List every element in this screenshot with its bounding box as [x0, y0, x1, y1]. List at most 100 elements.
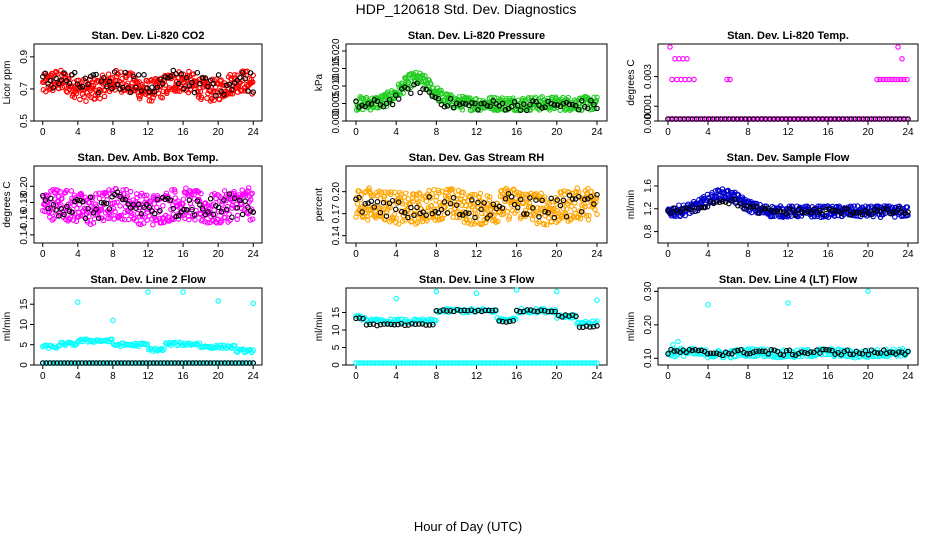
data-point [853, 209, 860, 216]
data-point [64, 360, 71, 366]
data-point [40, 192, 46, 199]
data-point [143, 85, 150, 92]
data-point [771, 209, 778, 215]
data-point [563, 213, 570, 220]
data-point [506, 318, 513, 325]
data-point [215, 72, 222, 78]
data-point [70, 217, 77, 223]
data-point [193, 360, 199, 366]
data-point [713, 350, 720, 356]
x-tick-label: 20 [213, 127, 225, 138]
data-point [353, 98, 359, 104]
data-point [218, 209, 225, 215]
data-point [415, 216, 422, 222]
data-point [594, 360, 600, 366]
data-point [376, 188, 382, 195]
data-point [883, 206, 890, 212]
data-point [682, 212, 688, 219]
data-point [826, 347, 832, 353]
data-point [484, 193, 491, 199]
data-point [353, 360, 359, 366]
data-point [851, 203, 857, 209]
data-point [719, 186, 726, 192]
data-point [226, 81, 233, 87]
data-point [487, 194, 493, 200]
data-point [132, 360, 139, 366]
data-point [495, 218, 501, 225]
data-point [374, 360, 381, 366]
data-point [724, 76, 730, 83]
data-point [545, 209, 551, 216]
data-point [189, 204, 195, 211]
data-point [231, 195, 238, 202]
y-tick-label: 0.003 [643, 64, 654, 89]
data-point [112, 208, 118, 215]
data-point [377, 209, 384, 216]
data-point [178, 71, 185, 77]
data-point [103, 189, 109, 196]
data-point [838, 351, 844, 358]
data-point [514, 102, 521, 109]
data-point [877, 76, 883, 83]
data-point [494, 360, 500, 366]
data-point [572, 102, 579, 109]
data-point [561, 360, 568, 366]
data-point [372, 360, 378, 366]
data-point [396, 360, 403, 366]
data-point [826, 206, 832, 212]
data-point [901, 76, 907, 83]
data-point [880, 347, 887, 353]
data-point [524, 307, 530, 313]
data-point [395, 96, 402, 102]
data-point [444, 103, 451, 109]
data-point [53, 207, 59, 213]
data-point [113, 186, 119, 192]
data-point [550, 360, 557, 366]
x-tick-label: 12 [782, 371, 794, 382]
data-point [404, 360, 411, 366]
data-point [542, 104, 548, 110]
data-point [783, 348, 790, 354]
data-point [447, 95, 454, 102]
data-point [353, 315, 359, 322]
data-point [170, 67, 177, 74]
data-point [480, 199, 487, 205]
data-point [94, 212, 101, 218]
data-point [747, 204, 753, 210]
panel-1: Stan. Dev. Li-820 CO2 0 4 8 12 16 20 24 0.5 0.7 0.… [2, 30, 263, 138]
data-point [225, 360, 232, 366]
data-point [374, 322, 380, 329]
data-point [594, 297, 600, 304]
data-point [747, 350, 753, 357]
x-tick-label: 16 [822, 249, 834, 260]
data-point [524, 211, 530, 217]
data-point [545, 215, 552, 221]
data-point [445, 195, 451, 202]
data-point [683, 205, 689, 212]
data-point [458, 360, 465, 366]
data-point [239, 360, 246, 366]
data-point [435, 187, 442, 194]
data-point [684, 56, 690, 62]
y-tick-label: 0.000 [331, 108, 342, 133]
data-point [101, 93, 108, 100]
data-point [202, 219, 208, 225]
data-point [186, 360, 192, 366]
series-outliers [670, 288, 871, 348]
data-point [72, 360, 78, 366]
data-point [545, 360, 551, 366]
data-point [540, 360, 546, 366]
y-tick-label: 10 [19, 318, 30, 330]
data-point [415, 360, 422, 366]
data-point [674, 208, 680, 214]
data-point [198, 190, 204, 197]
data-point [561, 191, 568, 198]
data-point [159, 95, 166, 101]
data-point [453, 100, 460, 107]
data-point [87, 194, 94, 200]
data-point [777, 208, 784, 214]
x-tick-label: 24 [248, 127, 260, 138]
data-point [407, 201, 414, 207]
data-point [215, 204, 222, 211]
